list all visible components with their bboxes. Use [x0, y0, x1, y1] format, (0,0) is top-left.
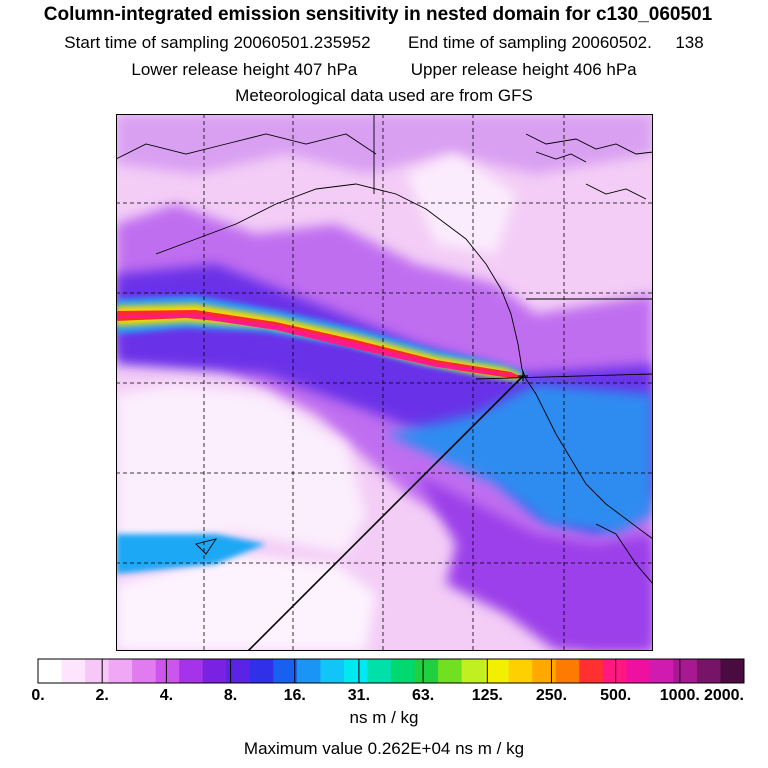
colorbar-swatch [461, 659, 486, 683]
colorbar-swatch [673, 659, 698, 683]
colorbar-tick-label: 8. [224, 687, 237, 704]
sensitivity-field [116, 114, 653, 651]
lower-value: 407 hPa [293, 60, 358, 79]
release-heights: Lower release height 407 hPa Upper relea… [0, 60, 768, 80]
lat-lon-grid [116, 114, 653, 651]
colorbar-swatch [273, 659, 298, 683]
end-suffix: 138 [675, 33, 704, 52]
colorbar-swatch [38, 659, 63, 683]
flight-track [247, 375, 524, 651]
colorbar-tick-label: 1000. [660, 687, 700, 704]
colorbar-swatch [720, 659, 745, 683]
colorbar-swatch [555, 659, 580, 683]
colorbar-swatch [508, 659, 533, 683]
coastline-icon [116, 114, 653, 585]
colorbar-swatch [367, 659, 392, 683]
colorbar-swatch [108, 659, 133, 683]
colorbar-swatch [696, 659, 721, 683]
colorbar-swatch [226, 659, 251, 683]
colorbar-swatch [579, 659, 604, 683]
colorbar-tick-label: 4. [160, 687, 173, 704]
colorbar-swatch [438, 659, 463, 683]
colorbar-tick-label: 63. [412, 687, 434, 704]
colorbar-tick-label: 125. [472, 687, 503, 704]
plot-title: Column-integrated emission sensitivity i… [43, 4, 713, 25]
colorbar-swatch [85, 659, 110, 683]
colorbar-swatch [61, 659, 86, 683]
colorbar-tick-label: 0. [31, 687, 44, 704]
end-value: 20060502. [571, 33, 652, 52]
colorbar-tick-label: 16. [284, 687, 306, 704]
color-scale-legend: 0. 2. 4. 8. 16. 31. 63. 125. 250. 500. 1000. 2000. [0, 655, 768, 715]
colorbar-swatch [202, 659, 227, 683]
colorbar-tick-label: 250. [536, 687, 567, 704]
colorbar-swatch [649, 659, 674, 683]
colorbar-swatch [132, 659, 157, 683]
release-point-icon [518, 371, 528, 381]
upper-value: 406 hPa [573, 60, 637, 79]
colorbar-swatch [532, 659, 557, 683]
end-label: End time of sampling [408, 33, 567, 52]
met-data-note: Meteorological data used are from GFS [235, 86, 533, 105]
start-value: 20060501.235952 [233, 33, 371, 52]
colorbar-units: ns m / kg [349, 708, 419, 727]
colorbar-swatch [155, 659, 180, 683]
map-panel [116, 114, 653, 651]
colorbar-swatch [602, 659, 627, 683]
lower-label: Lower release height [131, 60, 290, 79]
colorbar-swatch [626, 659, 651, 683]
colorbar-swatch [343, 659, 368, 683]
colorbar-tick-label: 2000. [704, 687, 744, 704]
colorbar-swatch [179, 659, 204, 683]
colorbar-swatch [249, 659, 274, 683]
colorbar-tick-label: 31. [348, 687, 370, 704]
start-label: Start time of sampling [64, 33, 229, 52]
colorbar-swatch [391, 659, 416, 683]
colorbar-swatch [485, 659, 510, 683]
colorbar-tick-label: 2. [96, 687, 109, 704]
upper-label: Upper release height [410, 60, 569, 79]
colorbar-swatch [414, 659, 439, 683]
colorbar-tick-label: 500. [600, 687, 631, 704]
colorbar-swatch [296, 659, 321, 683]
sampling-times: Start time of sampling 20060501.235952 E… [0, 33, 768, 53]
maximum-value: Maximum value 0.262E+04 ns m / kg [243, 739, 525, 758]
colorbar-swatch [320, 659, 345, 683]
